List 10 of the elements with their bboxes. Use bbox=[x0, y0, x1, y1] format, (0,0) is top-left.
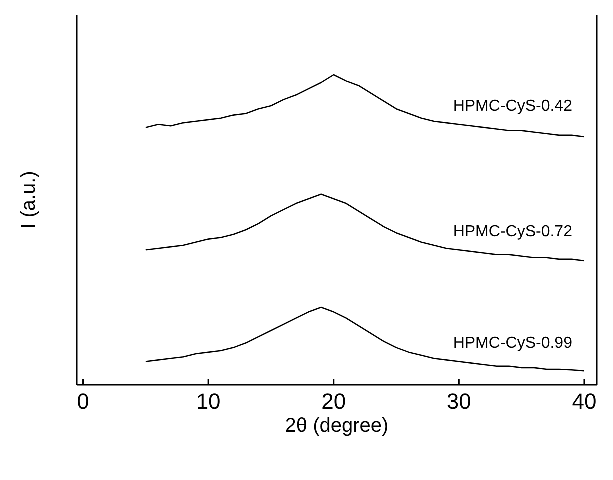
series-label: HPMC-CyS-0.99 bbox=[453, 334, 573, 352]
x-tick-label: 30 bbox=[446, 389, 472, 414]
x-axis-title: 2θ (degree) bbox=[285, 415, 389, 437]
series-label: HPMC-CyS-0.42 bbox=[453, 98, 573, 115]
series-label: HPMC-CyS-0.72 bbox=[453, 223, 573, 240]
x-tick-label: 40 bbox=[572, 389, 597, 414]
x-tick-label: 20 bbox=[322, 389, 346, 414]
y-axis-title: I (a.u.) bbox=[18, 171, 40, 229]
x-tick-label: 10 bbox=[196, 389, 221, 414]
x-tick-label: 0 bbox=[77, 389, 90, 414]
